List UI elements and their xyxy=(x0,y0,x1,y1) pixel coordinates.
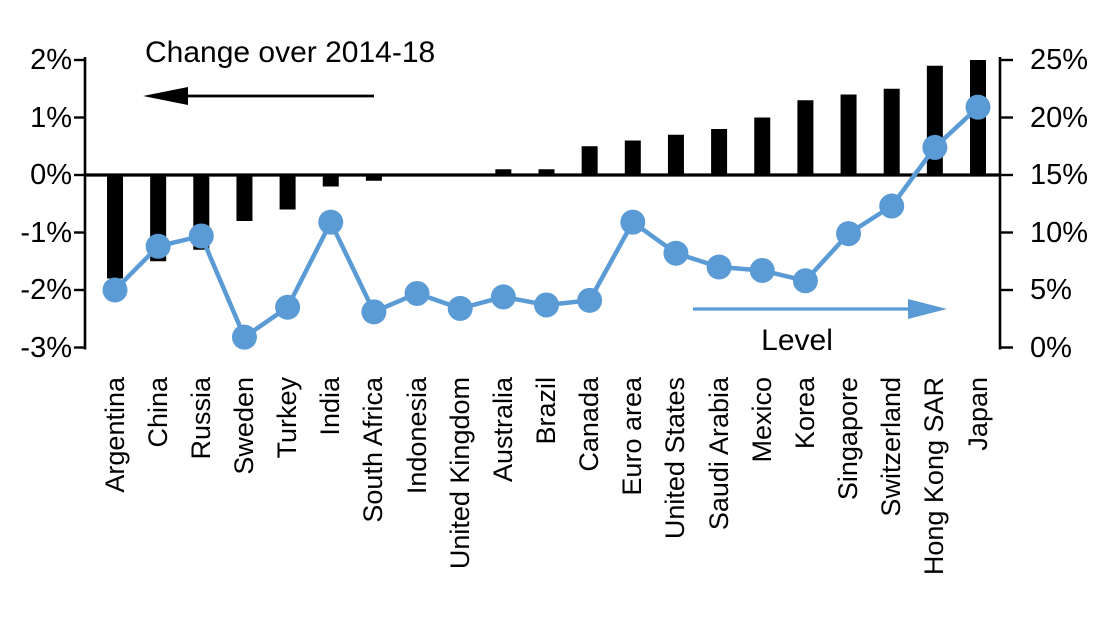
category-label-text: United States xyxy=(660,377,691,540)
data-point-marker xyxy=(188,223,214,249)
right-axis-tick-label: 5% xyxy=(1030,274,1072,306)
category-label-text: Euro area xyxy=(617,377,648,496)
category-label-text: South Africa xyxy=(358,377,389,523)
bar xyxy=(883,88,900,175)
data-point-marker xyxy=(965,94,991,120)
category-label-text: Brazil xyxy=(531,377,561,445)
bar xyxy=(667,134,684,175)
category-label-text: Russia xyxy=(185,377,216,460)
category-label-text: Mexico xyxy=(746,377,777,463)
bar xyxy=(107,175,123,279)
category-label-text: China xyxy=(142,377,173,448)
data-point-marker xyxy=(706,254,732,280)
data-point-marker xyxy=(490,284,516,310)
left-axis-tick-label: 0% xyxy=(30,159,72,191)
category-label-text: Japan xyxy=(962,377,993,451)
category-label-text: Saudi Arabia xyxy=(703,377,734,531)
bar xyxy=(236,175,253,221)
left-axis-tick-label: -2% xyxy=(20,274,72,306)
bar xyxy=(754,117,771,175)
left-axis-tick-label: -1% xyxy=(20,216,72,249)
data-point-marker xyxy=(534,292,559,318)
right-axis-tick-label: 25% xyxy=(1030,44,1089,76)
category-label-text: Sweden xyxy=(228,377,259,475)
bar xyxy=(365,175,382,181)
data-point-marker xyxy=(102,277,128,303)
data-point-marker xyxy=(922,134,948,160)
category-label-text: Korea xyxy=(789,377,820,450)
data-point-marker xyxy=(879,193,905,219)
bar xyxy=(624,140,641,175)
bar-series-label: Change over 2014-18 xyxy=(145,36,436,69)
category-label-text: Turkey xyxy=(272,377,303,459)
right-axis-tick-label: 10% xyxy=(1030,216,1089,249)
bar xyxy=(538,169,555,175)
left-axis-tick-label: -3% xyxy=(20,331,72,364)
data-point-marker xyxy=(318,209,344,235)
bar xyxy=(581,146,598,175)
line-series-label: Level xyxy=(761,324,833,357)
bar xyxy=(840,94,857,175)
bar xyxy=(711,129,728,175)
data-point-marker xyxy=(275,294,301,320)
category-label-text: Indonesia xyxy=(401,377,432,495)
data-point-marker xyxy=(663,240,689,266)
category-label-text: Singapore xyxy=(833,377,864,501)
data-point-marker xyxy=(404,280,430,306)
bar xyxy=(797,100,814,175)
data-point-marker xyxy=(447,295,473,321)
data-point-marker xyxy=(231,324,257,350)
data-point-marker xyxy=(749,257,775,283)
category-label-text: Argentina xyxy=(99,377,130,493)
data-point-marker xyxy=(792,268,818,294)
left-axis-tick-label: 2% xyxy=(30,44,72,76)
right-axis-tick-label: 15% xyxy=(1030,159,1089,191)
left-axis-tick-label: 1% xyxy=(30,101,72,134)
right-axis-tick-label: 20% xyxy=(1030,101,1089,134)
right-axis-tick-label: 0% xyxy=(1030,331,1072,364)
data-point-marker xyxy=(145,233,171,259)
category-label-text: Hong Kong SAR xyxy=(919,377,950,576)
data-point-marker xyxy=(577,287,603,313)
category-label-text: Canada xyxy=(574,377,605,472)
category-label-text: Australia xyxy=(487,377,518,483)
bar xyxy=(322,175,339,187)
right-arrow-icon xyxy=(693,299,947,319)
left-arrow-icon xyxy=(143,87,374,105)
category-label-text: Switzerland xyxy=(876,377,907,517)
data-point-marker xyxy=(836,221,862,247)
bar xyxy=(279,175,296,210)
bar xyxy=(495,169,512,175)
data-point-marker xyxy=(361,299,387,325)
category-label-text: United Kingdom xyxy=(444,377,475,570)
category-label-text: India xyxy=(315,377,346,436)
data-point-marker xyxy=(620,209,646,235)
